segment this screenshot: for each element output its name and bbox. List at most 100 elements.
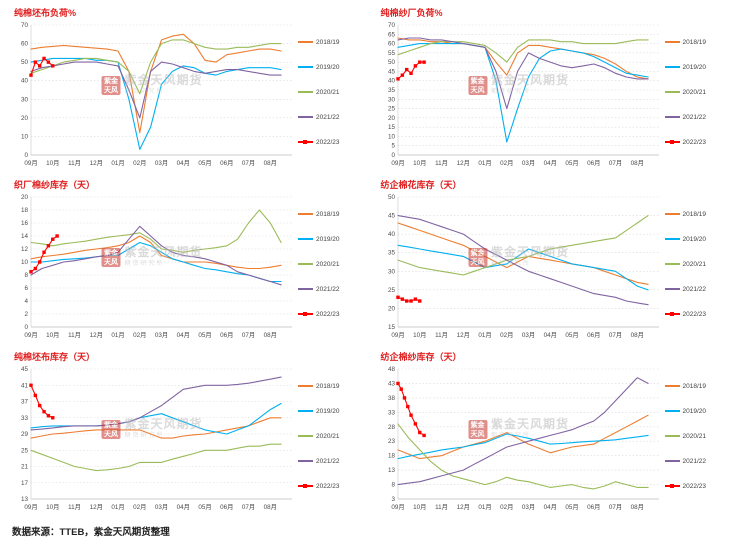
legend-item-2020-21: 2020/21 <box>664 88 725 96</box>
y-axis-tick-label: 25 <box>387 106 395 113</box>
series-line-2021-22 <box>30 376 282 431</box>
legend-square-marker <box>303 312 307 316</box>
series-marker <box>400 297 404 301</box>
series-line-2020-21 <box>30 209 282 253</box>
x-axis-tick-label: 10月 <box>413 503 426 511</box>
series-marker <box>395 295 400 299</box>
y-axis-tick-label: 70 <box>387 22 395 29</box>
legend-item-2022-23: 2022/23 <box>298 483 358 490</box>
series-marker <box>408 71 413 75</box>
legend-line-swatch <box>298 484 313 488</box>
x-axis-tick-label: 09月 <box>24 331 37 339</box>
legend-item-2020-21: 2020/21 <box>298 433 358 440</box>
y-axis-tick-label: 33 <box>21 415 29 422</box>
series-marker <box>417 430 421 435</box>
chart-body: 0 2 4 6 8 10 12 14 16 18 20 09月 10月 11月 12月 01月 02月 03月 04… <box>6 191 365 343</box>
legend-label: 2020/21 <box>682 88 707 96</box>
legend-line-swatch <box>664 238 680 240</box>
y-axis-tick-label: 29 <box>21 431 29 438</box>
y-axis-tick-label: 10 <box>387 133 395 140</box>
series-marker <box>405 404 409 409</box>
y-axis-tick-label: 30 <box>387 268 395 275</box>
x-axis-tick-label: 09月 <box>391 159 404 167</box>
series-line-2020-21 <box>396 423 649 490</box>
charts-grid: 纯棉坯布负荷% 0 10 20 30 40 50 60 70 09月 10月 11月 12月 01月 02月… <box>6 4 731 520</box>
y-axis-tick-label: 14 <box>21 233 29 240</box>
x-axis-tick-label: 03月 <box>155 503 168 511</box>
x-axis-tick-label: 04月 <box>543 159 556 167</box>
y-axis-tick-label: 37 <box>21 399 29 406</box>
y-axis-tick-label: 18 <box>387 453 395 460</box>
chart-title: 织厂棉纱库存（天） <box>14 180 96 190</box>
x-axis-tick-label: 02月 <box>133 159 146 167</box>
chart-title: 纺企棉花库存（天） <box>380 180 462 190</box>
series-marker <box>55 234 59 238</box>
series-marker <box>46 60 51 64</box>
legend-line-swatch <box>298 41 313 43</box>
x-axis-tick-label: 02月 <box>500 503 513 511</box>
legend-item-2019-20: 2019/20 <box>298 64 358 71</box>
chart-body: 13 17 21 25 29 33 37 41 45 09月 10月 11月 12月 01月 02月 03月 0… <box>6 363 365 515</box>
legend-line-swatch <box>298 435 313 437</box>
legend-item-2019-20: 2019/20 <box>664 235 725 243</box>
series-marker <box>42 56 46 61</box>
legend-label: 2019/20 <box>682 235 707 243</box>
chart-plot-area: 0 5 10 15 20 25 30 35 40 45 50 55 60 65 70 09月 10月 11月 12月… <box>373 19 665 171</box>
y-axis-tick-label: 25 <box>21 447 29 454</box>
x-axis-tick-label: 12月 <box>90 503 103 511</box>
x-axis-tick-label: 08月 <box>264 159 277 167</box>
x-axis-tick-label: 07月 <box>608 159 621 167</box>
legend-item-2020-21: 2020/21 <box>298 88 358 96</box>
series-marker <box>46 414 51 418</box>
x-axis-tick-label: 09月 <box>24 159 37 167</box>
y-axis-tick-label: 18 <box>21 207 29 214</box>
x-axis-tick-label: 01月 <box>111 503 124 511</box>
y-axis-tick-label: 55 <box>387 50 395 57</box>
y-axis-tick-label: 0 <box>24 324 28 331</box>
x-axis-tick-label: 12月 <box>456 159 469 167</box>
x-axis-tick-label: 08月 <box>630 159 643 167</box>
series-line-2020-21 <box>396 39 649 63</box>
y-axis-tick-label: 8 <box>24 272 28 279</box>
chart-body: 3 8 13 18 23 28 33 38 43 48 09月 10月 11月 12月 01月 02月 03月 0… <box>373 363 732 515</box>
x-axis-tick-label: 06月 <box>220 331 233 339</box>
x-axis-tick-label: 05月 <box>198 503 211 511</box>
y-axis-tick-label: 21 <box>21 464 29 471</box>
y-axis-tick-label: 43 <box>387 380 395 387</box>
legend-label: 2021/22 <box>316 457 340 465</box>
y-axis-tick-label: 40 <box>387 78 395 85</box>
y-axis-tick-label: 50 <box>387 59 395 66</box>
series-line-2021-22 <box>30 225 282 286</box>
x-axis-tick-label: 02月 <box>500 331 513 339</box>
x-axis-tick-label: 05月 <box>565 331 578 339</box>
source-note: 数据来源：TTEB，紫金天风期货整理 <box>12 527 170 538</box>
x-axis-tick-label: 12月 <box>90 331 103 339</box>
chart-panel-1: 纯棉坯布负荷% 0 10 20 30 40 50 60 70 09月 10月 11月 12月 01月 02月… <box>6 4 365 176</box>
series-marker <box>38 64 42 68</box>
legend-item-2020-21: 2020/21 <box>664 432 725 440</box>
legend-label: 2020/21 <box>316 88 340 96</box>
series-marker <box>51 64 55 68</box>
legend-label: 2022/23 <box>682 310 707 318</box>
y-axis-tick-label: 16 <box>21 220 29 227</box>
chart-body: 0 10 20 30 40 50 60 70 09月 10月 11月 12月 01月 02月 03月 04月 0… <box>6 19 365 171</box>
legend-line-swatch <box>298 66 313 68</box>
series-line-2022-23 <box>396 382 425 436</box>
series-marker <box>42 250 46 254</box>
legend-line-swatch <box>664 263 680 265</box>
legend-item-2022-23: 2022/23 <box>298 139 358 146</box>
legend-label: 2020/21 <box>682 432 707 440</box>
legend-item-2018-19: 2018/19 <box>664 39 725 46</box>
series-line-2021-22 <box>396 37 649 110</box>
series-marker <box>29 270 33 274</box>
x-axis-tick-label: 11月 <box>68 159 81 167</box>
x-axis-tick-label: 05月 <box>198 159 211 167</box>
series-marker <box>33 60 38 64</box>
x-axis-tick-label: 07月 <box>242 159 255 167</box>
series-line-2018-19 <box>396 222 649 285</box>
chart-panel-3: 织厂棉纱库存（天） 0 2 4 6 8 10 12 14 16 18 20 09月 10月 11月 12月 01… <box>6 176 365 348</box>
y-axis-tick-label: 60 <box>387 41 395 48</box>
chart-plot-area: 13 17 21 25 29 33 37 41 45 09月 10月 11月 12月 01月 02月 03月 0… <box>6 363 298 515</box>
x-axis-tick-label: 01月 <box>478 331 491 339</box>
